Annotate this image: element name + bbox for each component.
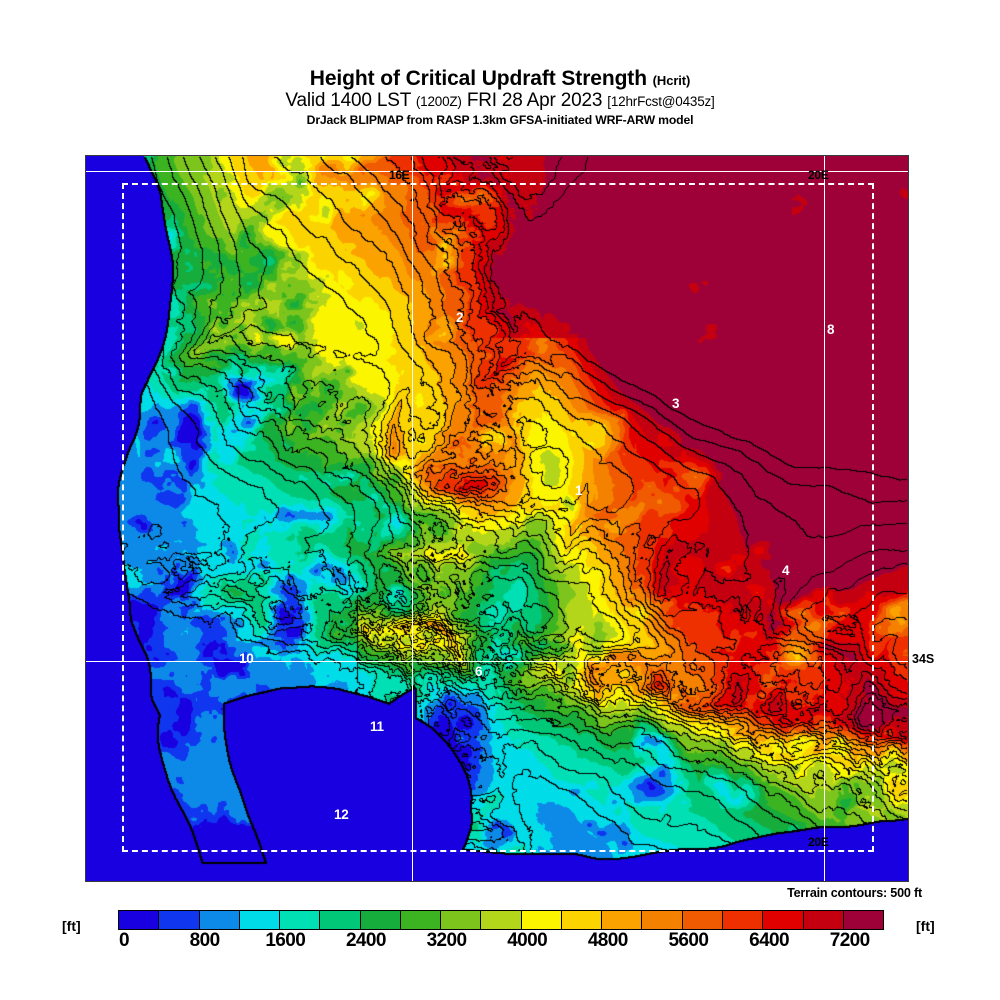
valid-date: FRI 28 Apr 2023 [466,90,603,112]
colorbar-tick: 7200 [829,930,870,951]
forecast-map[interactable] [85,155,909,882]
colorbar-segment [802,911,843,929]
colorbar-tick: 0 [119,930,130,951]
page-title: Height of Critical Updraft Strength (Hcr… [0,68,1000,89]
colorbar-segment [641,911,682,929]
colorbar-tick: 5600 [668,930,709,951]
colorbar-segment [601,911,642,929]
colorbar-segment [560,911,602,929]
lat-label-right: 34S [912,652,935,666]
colorbar-tick: 4800 [587,930,628,951]
colorbar-segment [279,911,320,929]
unit-label-left: [ft] [62,918,81,934]
colorbar-strip [118,910,884,930]
valid-time-line: Valid 1400 LST (1200Z) FRI 28 Apr 2023 [… [0,91,1000,110]
valid-local-time: Valid 1400 LST [285,90,411,112]
terrain-contour-note: Terrain contours: 500 ft [787,886,922,900]
title-block: Height of Critical Updraft Strength (Hcr… [0,68,1000,126]
colorbar-tick: 4000 [507,930,548,951]
colorbar-segment [158,911,199,929]
colorbar-tick: 800 [189,930,221,951]
title-variable-abbrev: (Hcrit) [652,73,691,88]
valid-utc-time: (1200Z) [415,94,462,110]
colorbar-tick-labels: 0 800 1600 2400 3200 4000 4800 5600 6400 7200 [118,930,884,956]
title-main-text: Height of Critical Updraft Strength [309,67,647,90]
colorbar-tick: 2400 [345,930,386,951]
colorbar-segment [480,911,521,929]
colorbar-segment [119,911,159,929]
colorbar-segment [842,911,884,929]
colorbar: 0 800 1600 2400 3200 4000 4800 5600 6400 7200 [0,905,1000,965]
colorbar-segment [440,911,481,929]
colorbar-segment [359,911,400,929]
colorbar-segment [238,911,280,929]
colorbar-segment [399,911,441,929]
colorbar-segment [520,911,561,929]
colorbar-tick: 1600 [265,930,306,951]
colorbar-tick: 6400 [749,930,789,951]
colorbar-segment [198,911,239,929]
model-source-line: DrJack BLIPMAP from RASP 1.3km GFSA-init… [306,112,694,127]
colorbar-segment [762,911,803,929]
forecast-tag: [12hrFcst@0435z] [607,94,715,110]
colorbar-segment [721,911,763,929]
colorbar-tick: 3200 [426,930,467,951]
unit-label-right: [ft] [916,918,935,934]
colorbar-segment [319,911,360,929]
map-raster [86,156,908,881]
colorbar-segment [681,911,722,929]
